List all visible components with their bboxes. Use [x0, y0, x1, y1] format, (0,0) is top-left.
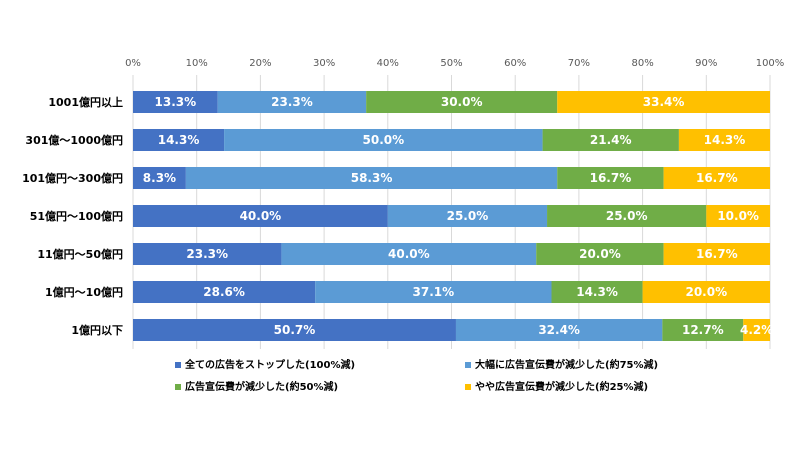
data-label: 10.0% [717, 209, 759, 223]
bar-segment [663, 243, 770, 265]
bar-segment [133, 319, 456, 341]
category-label: 1億円以下 [71, 323, 123, 337]
data-label: 16.7% [696, 171, 738, 185]
data-label: 33.4% [643, 95, 685, 109]
bar-segment [133, 91, 218, 113]
data-label: 32.4% [538, 323, 580, 337]
bar-segment [455, 319, 663, 341]
bar-segment [133, 167, 186, 189]
data-label: 13.3% [155, 95, 197, 109]
bar-segment [133, 243, 282, 265]
legend-swatch [175, 384, 181, 390]
x-tick-label: 70% [568, 58, 590, 69]
bars [133, 91, 770, 341]
legend-label: 全ての広告をストップした(100%減) [184, 358, 355, 371]
category-label: 51億円～100億円 [30, 209, 123, 223]
bar-segment [706, 205, 770, 227]
bar-segment [387, 205, 548, 227]
bar-segment [663, 167, 770, 189]
data-label: 20.0% [579, 247, 621, 261]
data-label: 28.6% [203, 285, 245, 299]
x-tick-label: 30% [313, 58, 335, 69]
data-label: 40.0% [240, 209, 282, 223]
legend: 全ての広告をストップした(100%減) 大幅に広告宣伝費が減少した(約75%減) 広… [175, 358, 658, 393]
category-label: 11億円～50億円 [37, 247, 123, 261]
data-label: 50.0% [363, 133, 405, 147]
category-label: 1001億円以上 [48, 95, 123, 109]
legend-label: 広告宣伝費が減少した(約50%減) [185, 380, 338, 393]
bar-segment [281, 243, 537, 265]
x-tick-label: 90% [695, 58, 717, 69]
x-tick-label: 50% [440, 58, 462, 69]
x-tick-label: 0% [125, 58, 141, 69]
data-label: 21.4% [590, 133, 632, 147]
bar-segment [678, 129, 770, 151]
x-tick-label: 100% [756, 58, 785, 69]
category-label: 1億円～10億円 [45, 285, 123, 299]
bar-segment [133, 205, 388, 227]
data-label: 14.3% [704, 133, 746, 147]
x-axis-ticks: 0% 10% 20% 30% 40% 50% 60% 70% 80% 90% 100% [125, 58, 784, 69]
bar-segment [315, 281, 552, 303]
data-label: 37.1% [413, 285, 455, 299]
bar-segment [557, 167, 664, 189]
category-labels: 1001億円以上 301億～1000億円 101億円～300億円 51億円～100億円… [22, 95, 123, 337]
data-labels: 13.3% 23.3% 30.0% 33.4% 14.3% 50.0% 21.4% 14.3%… [143, 95, 773, 337]
bar-segment [642, 281, 770, 303]
data-label: 14.3% [576, 285, 618, 299]
bar-segment [366, 91, 558, 113]
bar-segment [743, 319, 770, 341]
bar-segment [217, 91, 367, 113]
x-tick-label: 80% [631, 58, 653, 69]
data-label: 8.3% [143, 171, 176, 185]
legend-swatch [465, 362, 471, 368]
data-label: 23.3% [271, 95, 313, 109]
data-label: 4.2% [740, 323, 773, 337]
bar-segment [542, 129, 679, 151]
x-tick-label: 60% [504, 58, 526, 69]
legend-swatch [175, 362, 181, 368]
data-label: 14.3% [158, 133, 200, 147]
bar-segment [536, 243, 664, 265]
bar-segment [547, 205, 707, 227]
data-label: 25.0% [606, 209, 648, 223]
data-label: 25.0% [447, 209, 489, 223]
legend-swatch [465, 384, 471, 390]
data-label: 23.3% [186, 247, 228, 261]
data-label: 40.0% [388, 247, 430, 261]
category-label: 301億～1000億円 [25, 133, 123, 147]
x-tick-label: 10% [186, 58, 208, 69]
data-label: 12.7% [682, 323, 724, 337]
data-label: 16.7% [590, 171, 632, 185]
bar-segment [185, 167, 558, 189]
bar-segment [133, 129, 225, 151]
category-label: 101億円～300億円 [22, 171, 123, 185]
x-tick-label: 20% [249, 58, 271, 69]
data-label: 20.0% [685, 285, 727, 299]
x-tick-label: 40% [377, 58, 399, 69]
bar-segment [133, 281, 316, 303]
bar-segment [224, 129, 543, 151]
data-label: 30.0% [441, 95, 483, 109]
legend-label: やや広告宣伝費が減少した(約25%減) [475, 380, 648, 393]
bar-segment [551, 281, 643, 303]
data-label: 16.7% [696, 247, 738, 261]
legend-label: 大幅に広告宣伝費が減少した(約75%減) [475, 358, 658, 371]
data-label: 58.3% [351, 171, 393, 185]
data-label: 50.7% [274, 323, 316, 337]
bar-segment [557, 91, 770, 113]
bar-segment [662, 319, 744, 341]
